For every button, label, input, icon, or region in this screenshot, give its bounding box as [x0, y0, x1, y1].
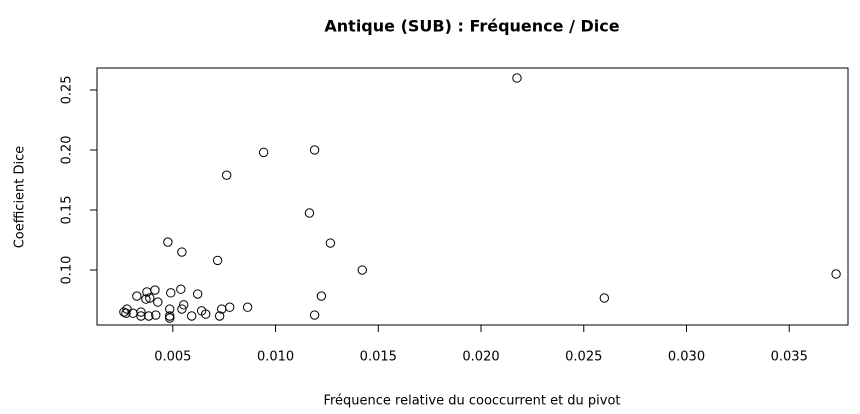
- y-tick-label: 0.20: [60, 136, 75, 165]
- point: [136, 311, 146, 321]
- point: [212, 255, 223, 266]
- point: [132, 291, 142, 301]
- point: [309, 145, 320, 155]
- y-axis-label: Coefficient Dice: [13, 146, 28, 249]
- x-tick-label: 0.010: [257, 350, 294, 365]
- point: [166, 288, 176, 298]
- point: [599, 293, 610, 303]
- plot-frame: [96, 67, 849, 326]
- y-tick-label: 0.25: [60, 75, 75, 104]
- point: [242, 302, 253, 312]
- point: [179, 300, 189, 310]
- point: [144, 311, 154, 321]
- point: [831, 269, 841, 279]
- chart-title: Antique (SUB) : Fréquence / Dice: [324, 17, 619, 36]
- x-tick-label: 0.025: [565, 350, 602, 365]
- point: [217, 304, 227, 314]
- point: [187, 311, 197, 321]
- point: [357, 265, 367, 275]
- x-tick-label: 0.020: [462, 350, 499, 365]
- y-tick-label: 0.10: [60, 256, 75, 285]
- point: [192, 289, 203, 299]
- point: [512, 73, 522, 83]
- x-tick-label: 0.035: [771, 350, 808, 365]
- x-tick-label: 0.005: [154, 350, 191, 365]
- point: [119, 307, 129, 317]
- x-tick-label: 0.030: [668, 350, 705, 365]
- x-tick-label: 0.015: [360, 350, 397, 365]
- y-tick-label: 0.15: [60, 196, 75, 225]
- point: [165, 304, 175, 314]
- point: [177, 304, 187, 314]
- point: [309, 310, 320, 320]
- point: [150, 285, 160, 295]
- point: [214, 311, 225, 321]
- point: [145, 293, 155, 303]
- point: [163, 237, 173, 247]
- point: [176, 284, 186, 294]
- x-axis-label: Fréquence relative du cooccurrent et du …: [323, 394, 620, 409]
- point: [221, 170, 232, 180]
- point: [141, 294, 151, 304]
- point: [325, 238, 336, 248]
- point: [304, 208, 315, 218]
- point: [142, 287, 152, 297]
- point: [316, 291, 327, 301]
- point: [177, 247, 187, 257]
- point: [225, 302, 235, 312]
- point: [136, 307, 146, 317]
- point: [151, 310, 161, 320]
- point: [258, 147, 269, 158]
- point: [121, 308, 131, 318]
- point: [153, 297, 163, 307]
- point: [165, 313, 175, 323]
- point: [200, 309, 211, 319]
